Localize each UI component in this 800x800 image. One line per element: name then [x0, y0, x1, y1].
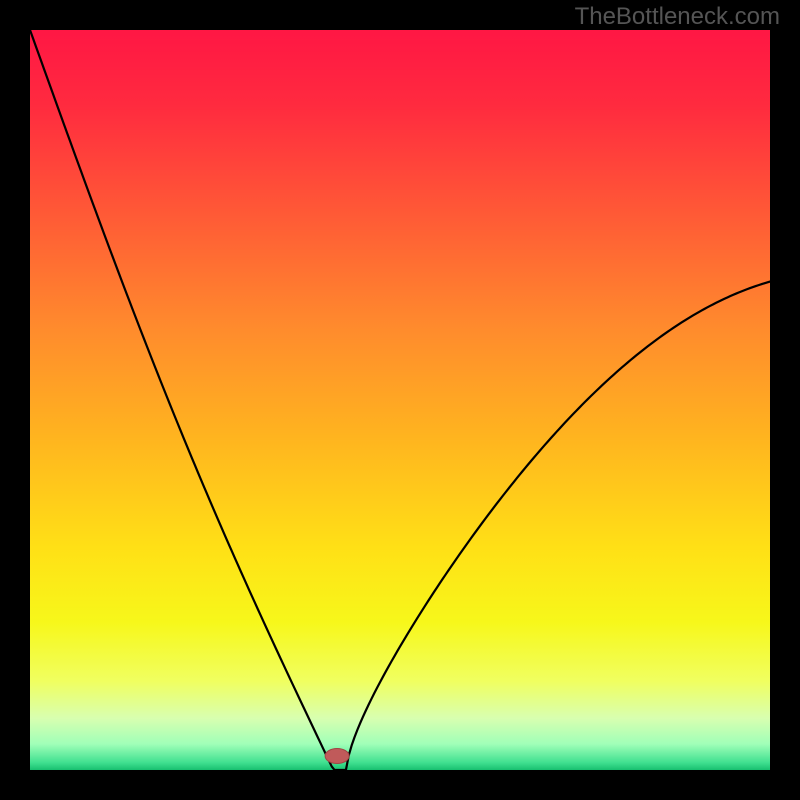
current-config-marker [325, 749, 349, 764]
watermark: TheBottleneck.com [575, 3, 780, 30]
plot-area [30, 30, 770, 770]
